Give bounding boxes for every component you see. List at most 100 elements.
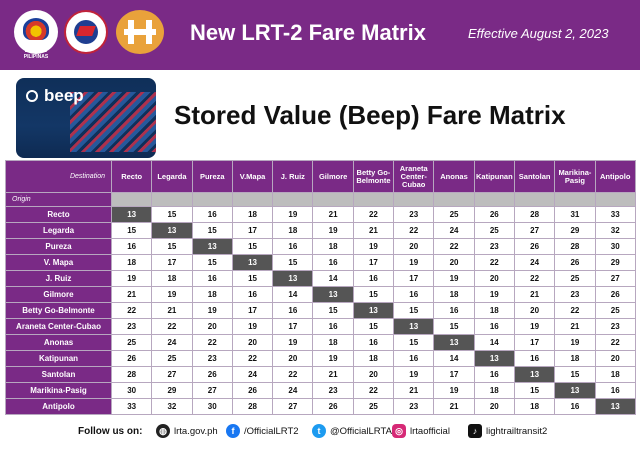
- globe-icon: ◍: [156, 424, 170, 438]
- column-header: Antipolo: [594, 160, 636, 193]
- fare-cell: 17: [393, 270, 435, 287]
- row-header: Betty Go-Belmonte: [5, 302, 112, 319]
- fare-cell: 20: [513, 302, 556, 319]
- fare-cell: 26: [513, 238, 556, 255]
- row-header: Katipunan: [5, 350, 112, 367]
- fare-cell: 22: [393, 222, 435, 239]
- row-header: Araneta Center-Cubao: [5, 318, 112, 335]
- row-header: Pureza: [5, 238, 112, 255]
- fare-cell: 19: [272, 206, 314, 223]
- fare-cell: 18: [433, 286, 475, 303]
- fare-cell: 16: [473, 366, 515, 383]
- fare-cell: 18: [312, 238, 354, 255]
- fare-cell: 26: [191, 366, 233, 383]
- fare-cell: 27: [594, 270, 636, 287]
- table-row: Gilmore 21 19 18 16 14 13 15 16 18 19 21 23 26: [5, 286, 636, 303]
- instagram-link[interactable]: ◎ lrtaofficial: [392, 424, 450, 438]
- fare-cell: 16: [433, 302, 475, 319]
- row-header: Marikina-Pasig: [5, 382, 112, 399]
- fare-cell: 26: [473, 206, 515, 223]
- fare-cell: 13: [231, 254, 274, 271]
- fare-cell: 29: [554, 222, 596, 239]
- fare-cell: 16: [554, 398, 596, 415]
- fare-cell: 26: [231, 382, 274, 399]
- fare-cell: 13: [393, 318, 435, 335]
- column-header: J. Ruiz: [272, 160, 314, 193]
- fare-cell: 19: [110, 270, 153, 287]
- fare-cell: 18: [473, 302, 515, 319]
- fare-cell: 32: [594, 222, 636, 239]
- fare-cell: 22: [554, 302, 596, 319]
- fare-cell: 22: [110, 302, 153, 319]
- fare-cell: 15: [191, 222, 233, 239]
- tiktok-link[interactable]: ♪ lightrailtransit2: [468, 424, 547, 438]
- fare-cell: 21: [513, 286, 556, 303]
- fare-cell: 24: [433, 222, 475, 239]
- fare-cell: 14: [473, 334, 515, 351]
- fare-cell: 20: [594, 350, 636, 367]
- fare-cell: 19: [513, 318, 556, 335]
- fare-matrix-table: Destination Recto Legarda Pureza V.Mapa …: [5, 160, 636, 415]
- fare-cell: 20: [191, 318, 233, 335]
- column-header: Santolan: [513, 160, 556, 193]
- fare-cell: 19: [272, 334, 314, 351]
- facebook-link[interactable]: f /OfficialLRT2: [226, 424, 299, 438]
- fare-cell: 13: [191, 238, 233, 255]
- fare-cell: 15: [110, 222, 153, 239]
- fare-cell: 15: [554, 366, 596, 383]
- table-row: Marikina-Pasig 30 29 27 26 24 23 22 21 19 18 15 13 16: [5, 382, 636, 399]
- fare-cell: 15: [393, 334, 435, 351]
- fare-cell: 18: [110, 254, 153, 271]
- fare-cell: 15: [151, 206, 193, 223]
- fare-cell: 28: [513, 206, 556, 223]
- fare-cell: 26: [594, 286, 636, 303]
- fare-cell: 16: [352, 334, 395, 351]
- row-header: J. Ruiz: [5, 270, 112, 287]
- fare-cell: 14: [312, 270, 354, 287]
- fare-cell: 22: [151, 318, 193, 335]
- fare-cell: 17: [151, 254, 193, 271]
- fare-cell: 18: [151, 270, 193, 287]
- fare-cell: 21: [110, 286, 153, 303]
- row-header: Gilmore: [5, 286, 112, 303]
- page-title: New LRT-2 Fare Matrix: [190, 20, 426, 45]
- origin-row: Origin: [5, 192, 636, 207]
- twitter-link[interactable]: t @OfficialLRTA: [312, 424, 392, 438]
- column-header: Legarda: [151, 160, 193, 193]
- destination-corner-label: Destination: [5, 160, 112, 193]
- column-header: Recto: [110, 160, 153, 193]
- beep-logo-icon: [26, 90, 38, 102]
- table-row: Antipolo 33 32 30 28 27 26 25 23 21 20 18 16 13: [5, 398, 636, 415]
- fare-cell: 23: [393, 398, 435, 415]
- fare-cell: 13: [594, 398, 636, 415]
- row-header: Legarda: [5, 222, 112, 239]
- fare-cell: 15: [352, 318, 395, 335]
- fare-cell: 25: [151, 350, 193, 367]
- fare-cell: 28: [110, 366, 153, 383]
- fare-cell: 19: [393, 366, 435, 383]
- fare-cell: 16: [594, 382, 636, 399]
- fare-cell: 15: [513, 382, 556, 399]
- website-link[interactable]: ◍ lrta.gov.ph: [156, 424, 218, 438]
- fare-cell: 23: [393, 206, 435, 223]
- fare-cell: 25: [433, 206, 475, 223]
- fare-cell: 20: [272, 350, 314, 367]
- fare-cell: 17: [433, 366, 475, 383]
- table-row: J. Ruiz 19 18 16 15 13 14 16 17 19 20 22 25 27: [5, 270, 636, 287]
- fare-cell: 15: [191, 254, 233, 271]
- fare-cell: 13: [433, 334, 475, 351]
- beep-card-brand: beep: [44, 86, 84, 105]
- fare-cell: 20: [352, 366, 395, 383]
- fare-cell: 31: [554, 206, 596, 223]
- fare-cell: 15: [433, 318, 475, 335]
- row-header: Anonas: [5, 334, 112, 351]
- fare-cell: 19: [433, 382, 475, 399]
- fare-cell: 18: [272, 222, 314, 239]
- fare-cell: 19: [312, 350, 354, 367]
- fare-cell: 16: [110, 238, 153, 255]
- fare-cell: 16: [272, 302, 314, 319]
- fare-cell: 25: [594, 302, 636, 319]
- fare-cell: 15: [231, 238, 274, 255]
- bagong-pilipinas-logo: BAGONG PILIPINAS: [14, 10, 58, 60]
- fare-cell: 18: [554, 350, 596, 367]
